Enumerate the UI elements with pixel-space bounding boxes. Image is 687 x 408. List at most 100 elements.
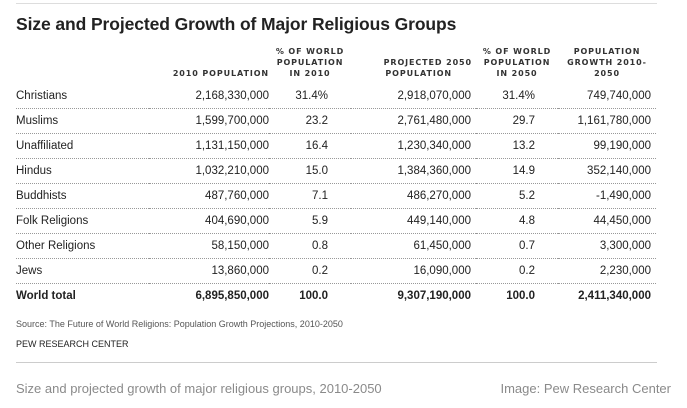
header-pct2050-line2: POPULATION bbox=[483, 58, 551, 67]
header-pct2010-line3: IN 2010 bbox=[289, 69, 331, 78]
image-caption: Size and projected growth of major relig… bbox=[16, 381, 382, 396]
cell-pop2050: 2,918,070,000 bbox=[351, 84, 476, 109]
table-row: Other Religions 58,150,000 0.8 61,450,000 0.… bbox=[16, 233, 656, 259]
cell-pct2050-value: 0.2 bbox=[519, 265, 535, 277]
cell-pct2010: 23.2 bbox=[269, 108, 351, 134]
cell-pop2050: 449,140,000 bbox=[351, 208, 476, 234]
cell-pop2050: 486,270,000 bbox=[351, 183, 476, 209]
cell-growth: 3,300,000 bbox=[558, 233, 656, 259]
cell-group: Unaffiliated bbox=[16, 133, 149, 159]
cell-group: Christians bbox=[16, 84, 149, 109]
cell-growth: 99,190,000 bbox=[558, 133, 656, 159]
cell-group: Hindus bbox=[16, 158, 149, 184]
organization-label: PEW RESEARCH CENTER bbox=[16, 339, 129, 349]
cell-pct2050-value: 0.7 bbox=[519, 240, 535, 252]
header-pop2050-line2: POPULATION bbox=[385, 69, 452, 78]
cell-pop2010: 2,168,330,000 bbox=[149, 84, 269, 109]
header-growth-line1: POPULATION bbox=[573, 47, 641, 56]
cell-pct2010: 5.9 bbox=[269, 208, 351, 234]
cell-pop2010: 58,150,000 bbox=[149, 233, 269, 259]
cell-pct2010-value: 100.0 bbox=[299, 290, 328, 302]
cell-growth: -1,490,000 bbox=[558, 183, 656, 209]
header-pct2050-line3: IN 2050 bbox=[496, 69, 538, 78]
cell-pct2010-value: 0.2 bbox=[312, 265, 328, 277]
cell-pct2050-value: 29.7 bbox=[512, 115, 535, 127]
cell-pct2050: 13.2 bbox=[476, 133, 558, 159]
cell-growth: 2,230,000 bbox=[558, 258, 656, 284]
cell-pct2050: 5.2 bbox=[476, 183, 558, 209]
cell-pop2050: 1,230,340,000 bbox=[351, 133, 476, 159]
table-row: Hindus 1,032,210,000 15.0 1,384,360,000 14.9… bbox=[16, 158, 656, 184]
cell-pct2010: 100.0 bbox=[269, 284, 351, 309]
cell-growth: 1,161,780,000 bbox=[558, 108, 656, 134]
table-row: Jews 13,860,000 0.2 16,090,000 0.2 2,230,000 bbox=[16, 258, 656, 284]
header-pop2010: 2010 POPULATION bbox=[149, 46, 269, 84]
cell-pct2010-value: 31.4% bbox=[295, 90, 328, 102]
header-pop2050: PROJECTED 2050 POPULATION bbox=[351, 46, 476, 84]
cell-pct2050: 14.9 bbox=[476, 158, 558, 184]
cell-pct2050: 29.7 bbox=[476, 108, 558, 134]
cell-pct2010-value: 0.8 bbox=[312, 240, 328, 252]
cell-growth: 352,140,000 bbox=[558, 158, 656, 184]
cell-pop2010: 1,131,150,000 bbox=[149, 133, 269, 159]
cell-pct2050: 0.2 bbox=[476, 258, 558, 284]
cell-pct2050: 4.8 bbox=[476, 208, 558, 234]
cell-group: World total bbox=[16, 290, 76, 302]
cell-pct2050-value: 4.8 bbox=[519, 215, 535, 227]
cell-pct2010-value: 5.9 bbox=[312, 215, 328, 227]
cell-pct2010: 15.0 bbox=[269, 158, 351, 184]
cell-pct2010: 31.4% bbox=[269, 84, 351, 109]
cell-pop2010: 13,860,000 bbox=[149, 258, 269, 284]
cell-pct2050-value: 31.4% bbox=[502, 90, 535, 102]
header-pct2010-line1: % OF WORLD bbox=[275, 47, 345, 56]
table-row: Buddhists 487,760,000 7.1 486,270,000 5.2 -1,… bbox=[16, 183, 656, 209]
cell-pct2010-value: 16.4 bbox=[305, 140, 328, 152]
cell-growth: 749,740,000 bbox=[558, 84, 656, 109]
cell-pct2050: 31.4% bbox=[476, 84, 558, 109]
cell-pct2050-value: 100.0 bbox=[506, 290, 535, 302]
table-row: Folk Religions 404,690,000 5.9 449,140,000 4… bbox=[16, 208, 656, 234]
table-row: Christians 2,168,330,000 31.4% 2,918,070,00… bbox=[16, 84, 656, 109]
cell-pct2010: 0.8 bbox=[269, 233, 351, 259]
cell-pct2050: 100.0 bbox=[476, 284, 558, 309]
cell-pop2010: 1,599,700,000 bbox=[149, 108, 269, 134]
cell-pct2050: 0.7 bbox=[476, 233, 558, 259]
cell-pct2050-value: 13.2 bbox=[512, 140, 535, 152]
header-growth-line3: 2050 bbox=[594, 69, 620, 78]
header-pct2010-line2: POPULATION bbox=[276, 58, 344, 67]
footer-divider bbox=[16, 362, 657, 363]
cell-group: Other Religions bbox=[16, 233, 149, 259]
cell-pop2050: 2,761,480,000 bbox=[351, 108, 476, 134]
cell-pop2010: 487,760,000 bbox=[149, 183, 269, 209]
header-pop2010-text: 2010 POPULATION bbox=[172, 69, 269, 78]
cell-pct2050-value: 5.2 bbox=[519, 190, 535, 202]
table-row: Unaffiliated 1,131,150,000 16.4 1,230,340,0… bbox=[16, 133, 656, 159]
table-body: Christians 2,168,330,000 31.4% 2,918,070,00… bbox=[16, 84, 656, 308]
cell-group: Jews bbox=[16, 258, 149, 284]
cell-pop2050: 9,307,190,000 bbox=[397, 290, 471, 302]
header-group bbox=[16, 46, 149, 84]
total-row: World total 6,895,850,000 100.0 9,307,190,0… bbox=[16, 284, 656, 309]
cell-group: Folk Religions bbox=[16, 208, 149, 234]
cell-group: Buddhists bbox=[16, 183, 149, 209]
header-pop2050-line1: PROJECTED 2050 bbox=[383, 58, 472, 67]
cell-group: Muslims bbox=[16, 108, 149, 134]
top-rule bbox=[16, 3, 657, 4]
cell-pct2010-value: 23.2 bbox=[305, 115, 328, 127]
header-pct2050: % OF WORLD POPULATION IN 2050 bbox=[476, 46, 558, 84]
chart-title: Size and Projected Growth of Major Relig… bbox=[16, 14, 457, 34]
cell-pop2050: 16,090,000 bbox=[351, 258, 476, 284]
cell-pop2010: 404,690,000 bbox=[149, 208, 269, 234]
cell-pct2010-value: 7.1 bbox=[312, 190, 328, 202]
header-growth: POPULATION GROWTH 2010- 2050 bbox=[558, 46, 656, 84]
cell-pct2010: 16.4 bbox=[269, 133, 351, 159]
cell-growth: 2,411,340,000 bbox=[578, 290, 651, 302]
image-credit: Image: Pew Research Center bbox=[500, 381, 671, 396]
cell-pct2010: 0.2 bbox=[269, 258, 351, 284]
cell-pct2050-value: 14.9 bbox=[512, 165, 535, 177]
header-row: 2010 POPULATION % OF WORLD POPULATION IN… bbox=[16, 46, 656, 84]
header-pct2050-line1: % OF WORLD bbox=[482, 47, 552, 56]
religion-table: 2010 POPULATION % OF WORLD POPULATION IN… bbox=[16, 46, 656, 308]
cell-pop2050: 1,384,360,000 bbox=[351, 158, 476, 184]
cell-pct2010-value: 15.0 bbox=[305, 165, 328, 177]
